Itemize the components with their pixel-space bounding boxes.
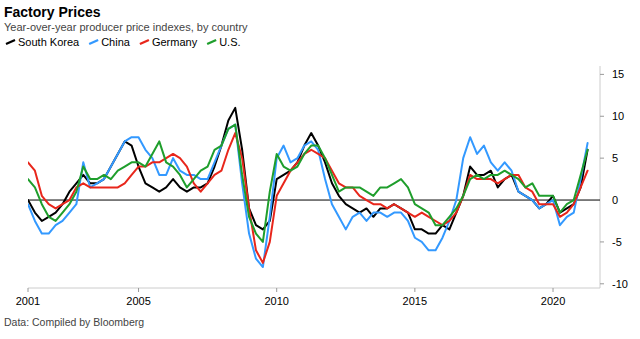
legend-swatch (89, 40, 98, 44)
legend-label: Germany (152, 36, 198, 48)
chart: Factory PricesYear-over-year producer pr… (0, 0, 640, 339)
y-tick (600, 74, 604, 75)
legend-swatch (207, 40, 216, 44)
x-tick-label: 2005 (126, 295, 150, 307)
y-tick-label: 15 (612, 68, 624, 80)
source: Data: Compiled by Bloomberg (4, 316, 144, 328)
legend: South Korea China Germany U.S. (6, 36, 241, 48)
y-tick (600, 241, 604, 242)
y-tick-label: -5 (612, 236, 622, 248)
legend-swatch (140, 40, 149, 44)
x-tick-label: 2010 (264, 295, 288, 307)
subtitle: Year-over-year producer price indexes, b… (4, 21, 248, 33)
x-tick (414, 288, 415, 292)
y-tick-label: 0 (612, 194, 618, 206)
y-tick-label: 10 (612, 110, 624, 122)
y-tick-label: 5 (612, 152, 618, 164)
x-tick (553, 288, 554, 292)
x-axis-line (28, 288, 600, 289)
series-line (28, 133, 588, 263)
y-axis-line (600, 66, 601, 288)
legend-label: China (101, 36, 131, 48)
title: Factory Prices (4, 4, 101, 20)
zero-line (28, 200, 600, 201)
legend-swatch (6, 40, 15, 44)
legend-label: U.S. (219, 36, 240, 48)
x-tick (276, 288, 277, 292)
x-tick-label: 2015 (403, 295, 427, 307)
x-tick (138, 288, 139, 292)
series-line (28, 125, 588, 267)
x-tick (28, 288, 29, 292)
y-tick (600, 283, 604, 284)
plot-area (28, 108, 588, 267)
y-tick (600, 116, 604, 117)
x-tick-label: 2001 (16, 295, 40, 307)
y-tick-label: -10 (612, 278, 628, 290)
y-tick (600, 158, 604, 159)
series-line (28, 125, 588, 242)
x-tick-label: 2020 (541, 295, 565, 307)
legend-label: South Korea (18, 36, 80, 48)
